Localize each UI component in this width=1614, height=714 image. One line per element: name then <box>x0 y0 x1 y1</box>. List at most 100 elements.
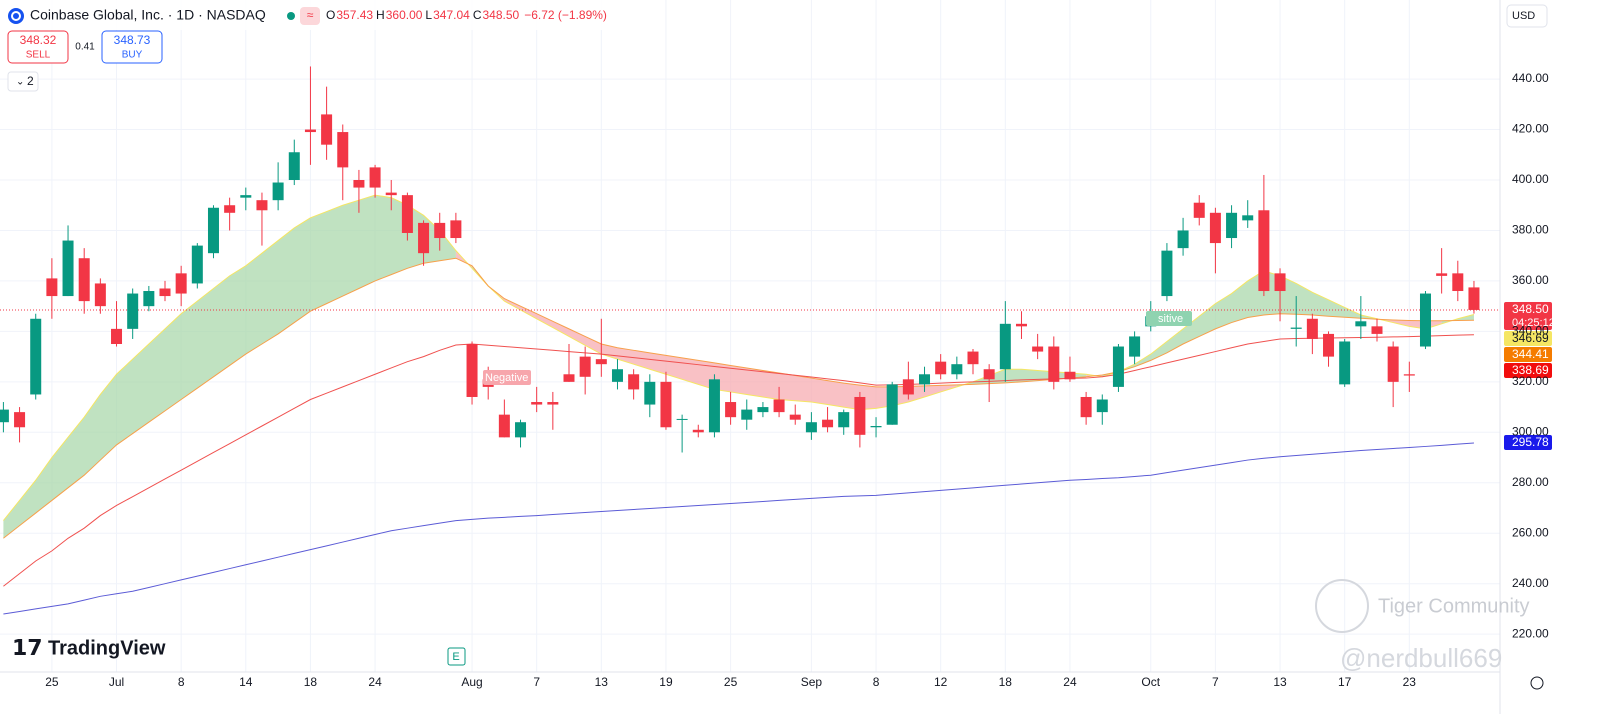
indicators-toggle[interactable] <box>7 71 39 92</box>
y-tick-label: 440.00 <box>1512 71 1549 85</box>
symbol-icon <box>8 8 24 24</box>
buy-price[interactable]: 348.73 <box>114 33 151 47</box>
x-tick-label: 12 <box>934 675 948 689</box>
price-tag-label: 338.69 <box>1512 363 1549 377</box>
symbol-title: Coinbase Global, Inc. · 1D · NASDAQ <box>30 7 266 23</box>
sell-price[interactable]: 348.32 <box>20 33 57 47</box>
price-tag-label: 344.41 <box>1512 347 1549 361</box>
earnings-badge[interactable] <box>447 647 466 666</box>
candle-body <box>321 114 333 145</box>
indicators-chevron[interactable]: ⌄ <box>16 77 24 88</box>
candle-body <box>1355 321 1367 327</box>
candle-body <box>579 356 591 377</box>
y-tick-label: 300.00 <box>1512 424 1549 438</box>
candle-body <box>935 361 947 375</box>
candle-body <box>207 207 219 254</box>
candle-body <box>46 278 58 297</box>
positive-label: sitive <box>1158 313 1183 325</box>
indicators-count[interactable]: 2 <box>27 74 34 88</box>
price-tag <box>1504 346 1552 362</box>
candle-body <box>111 328 123 344</box>
candle-body <box>644 381 656 405</box>
x-tick-label: 23 <box>1403 675 1417 689</box>
x-tick-label: 18 <box>304 675 318 689</box>
y-tick-label: 400.00 <box>1512 172 1549 186</box>
market-status <box>287 12 295 20</box>
ohlc-key: O <box>326 8 335 22</box>
x-tick-label: 17 <box>1338 675 1352 689</box>
candle-body <box>919 374 931 385</box>
sell-button[interactable] <box>7 30 69 64</box>
x-tick-label: 18 <box>999 675 1013 689</box>
earnings-icon[interactable]: E <box>452 651 459 663</box>
candle-body <box>385 192 397 196</box>
negative-label-bg <box>483 370 531 385</box>
moving-average <box>3 257 1474 539</box>
candle-body <box>999 323 1011 370</box>
x-tick-label: 24 <box>1063 675 1077 689</box>
candle-body <box>1048 346 1060 382</box>
currency-button[interactable] <box>1506 4 1548 28</box>
sell-label[interactable]: SELL <box>26 50 51 61</box>
buy-button[interactable] <box>101 30 163 64</box>
x-tick-label: 25 <box>724 675 738 689</box>
price-tag <box>1504 362 1552 378</box>
candle-body <box>1112 346 1124 387</box>
candle-body <box>450 220 462 239</box>
candle-body <box>288 152 300 180</box>
candle-body <box>1177 230 1189 249</box>
candle-body <box>498 414 510 438</box>
candle-body <box>143 291 155 307</box>
price-tag-label: 348.50 <box>1512 302 1549 316</box>
candle-body <box>1274 273 1286 292</box>
x-tick-label: 24 <box>368 675 382 689</box>
candle-body <box>224 205 236 213</box>
candle-body <box>838 412 850 428</box>
currency[interactable]: USD <box>1512 10 1535 22</box>
price-tag-label: 346.69 <box>1512 331 1549 345</box>
candle-body <box>1403 374 1415 376</box>
candle-body <box>94 283 106 307</box>
candle-body <box>854 396 866 435</box>
candle-body <box>757 407 769 413</box>
candle-body <box>563 374 575 382</box>
candle-body <box>741 409 753 420</box>
candle-body <box>369 167 381 188</box>
candle-body <box>1080 396 1092 418</box>
candle-body <box>1032 346 1044 352</box>
candle-body <box>434 222 446 239</box>
candle-body <box>676 418 688 420</box>
x-tick-label: 19 <box>659 675 673 689</box>
candle-body <box>0 409 9 423</box>
buy-label[interactable]: BUY <box>122 50 143 61</box>
y-tick-label: 260.00 <box>1512 525 1549 539</box>
negative-label: Negative <box>485 372 528 384</box>
candle-body <box>1371 326 1383 334</box>
candle-body <box>159 288 171 297</box>
symbol-icon-mark <box>11 11 21 21</box>
price-tag-label: 295.78 <box>1512 435 1549 449</box>
positive-label-bg <box>1146 311 1192 326</box>
candle-body <box>967 351 979 365</box>
user-watermark: @nerdbull669 <box>1340 643 1502 673</box>
candle-body <box>595 359 607 365</box>
candle-body <box>1452 273 1464 292</box>
x-tick-label: Sep <box>801 675 823 689</box>
trend-cloud <box>488 285 957 410</box>
candle-body <box>14 412 26 428</box>
moving-average <box>3 334 1474 587</box>
candle-body <box>983 369 995 380</box>
candle-body <box>1209 212 1221 244</box>
candle-body <box>1323 333 1335 357</box>
candle-body <box>304 129 316 133</box>
settings-icon[interactable] <box>1530 676 1544 690</box>
x-tick-label: 13 <box>1273 675 1287 689</box>
community-logo <box>1315 579 1369 633</box>
delay-icon: ≈ <box>307 8 314 22</box>
candle-body <box>531 402 543 405</box>
candle-body <box>418 222 430 254</box>
x-tick-label: 13 <box>595 675 609 689</box>
ohlc-key: H <box>376 8 385 22</box>
candle-body <box>1419 293 1431 347</box>
